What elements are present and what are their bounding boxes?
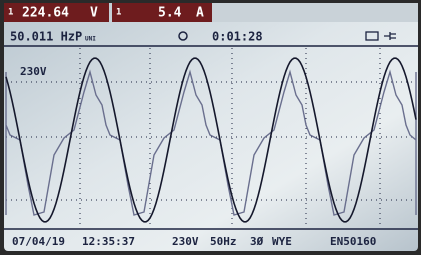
time: 12:35:37 <box>82 235 135 248</box>
channel-marker: 1 <box>116 8 121 18</box>
display: 1 224.64 V 1 5.4 A 50.011 HzP UNI 0:01:2… <box>0 0 421 255</box>
frequency: 50.011 HzP <box>10 30 82 44</box>
voltage-value: 224.64 <box>22 6 69 21</box>
voltage-unit: V <box>90 6 98 21</box>
nominal-voltage: 230V <box>172 235 199 248</box>
current-unit: A <box>196 6 204 21</box>
current-value: 5.4 <box>158 6 182 21</box>
device-screen: 1 224.64 V 1 5.4 A 50.011 HzP UNI 0:01:2… <box>0 0 421 255</box>
date: 07/04/19 <box>12 235 65 248</box>
status-fill <box>212 3 418 22</box>
standard: EN50160 <box>330 235 376 248</box>
nominal-frequency: 50Hz <box>210 235 237 248</box>
channel-marker: 1 <box>8 8 13 18</box>
configuration: WYE <box>272 235 292 248</box>
phase-count: 3Ø <box>250 235 264 248</box>
frequency-suffix: UNI <box>85 36 96 43</box>
timer: 0:01:28 <box>212 30 263 44</box>
scale-label: 230V <box>20 65 47 78</box>
